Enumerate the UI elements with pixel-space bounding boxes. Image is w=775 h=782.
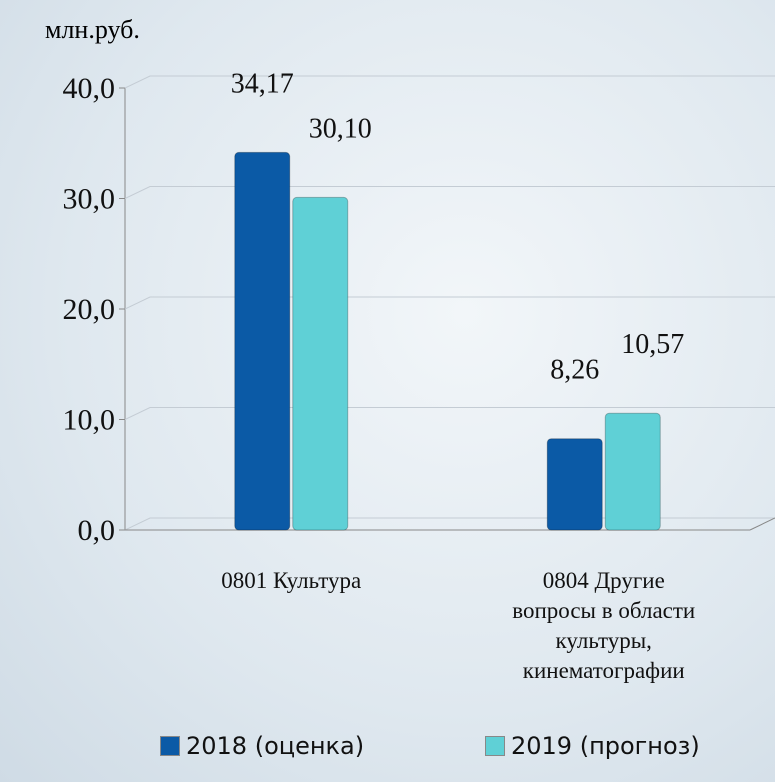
legend-label: 2018 (оценка) — [186, 732, 365, 760]
data-label: 10,57 — [621, 329, 684, 360]
grid-line — [124, 407, 775, 420]
data-label: 8,26 — [550, 355, 599, 386]
legend-item: 2018 (оценка) — [160, 732, 364, 760]
bar — [604, 412, 661, 531]
bar — [234, 151, 291, 531]
grid-line — [124, 296, 775, 310]
legend-item: 2019 (прогноз) — [485, 732, 700, 760]
legend-label: 2019 (прогноз) — [511, 732, 700, 760]
data-label: 30,10 — [309, 113, 372, 144]
bar — [292, 196, 349, 531]
x-tick-label: 0801 Культура — [221, 568, 362, 593]
y-axis-unit: млн.руб. — [45, 15, 140, 44]
y-tick-label: 20,0 — [63, 293, 116, 326]
data-label: 34,17 — [231, 68, 294, 99]
floor-edge — [749, 517, 775, 531]
y-tick-label: 10,0 — [63, 404, 116, 437]
legend-swatch — [485, 736, 505, 756]
y-tick-label: 0,0 — [78, 514, 116, 547]
y-tick-label: 40,0 — [63, 72, 116, 105]
bar — [546, 438, 603, 531]
grid-line — [124, 186, 775, 199]
grid-line — [124, 517, 775, 531]
legend-swatch — [160, 736, 180, 756]
x-tick-label: 0804 Другие вопросы в области культуры, … — [512, 568, 696, 683]
y-tick-label: 30,0 — [63, 183, 116, 216]
grid-line — [124, 75, 775, 89]
